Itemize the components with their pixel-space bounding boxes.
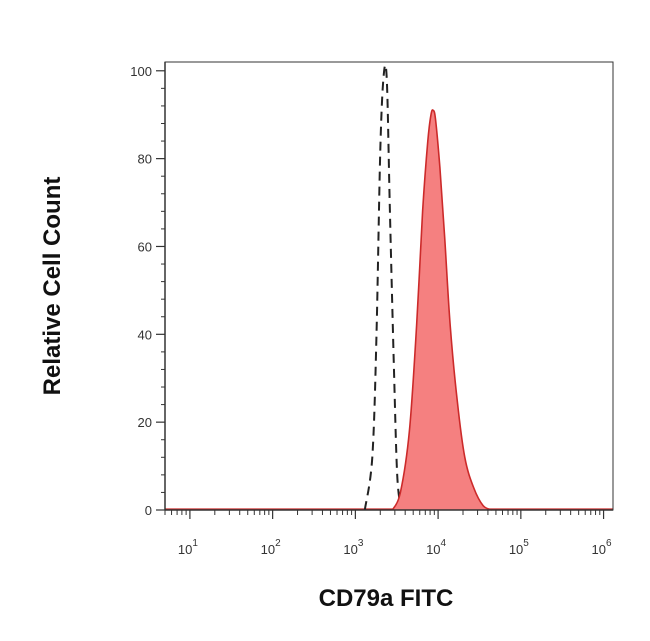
x-tick-exponent: 2 bbox=[275, 538, 281, 549]
x-tick-label: 104 bbox=[426, 538, 446, 557]
x-tick-label: 103 bbox=[343, 538, 363, 557]
x-tick-base: 10 bbox=[261, 542, 275, 557]
x-tick-exponent: 4 bbox=[441, 538, 447, 549]
y-tick-label: 40 bbox=[138, 327, 152, 342]
x-tick-base: 10 bbox=[509, 542, 523, 557]
y-axis-title: Relative Cell Count bbox=[39, 177, 66, 396]
x-tick-label: 105 bbox=[509, 538, 529, 557]
x-tick-base: 10 bbox=[592, 542, 606, 557]
y-tick-label: 80 bbox=[138, 152, 152, 167]
x-axis-title: CD79a FITC bbox=[319, 585, 454, 612]
x-tick-exponent: 6 bbox=[606, 538, 612, 549]
x-tick-label: 101 bbox=[178, 538, 198, 557]
control-histogram-line bbox=[363, 64, 403, 511]
x-tick-label: 106 bbox=[592, 538, 612, 557]
x-tick-exponent: 1 bbox=[192, 538, 198, 549]
y-tick-label: 20 bbox=[138, 415, 152, 430]
y-tick-label: 60 bbox=[138, 239, 152, 254]
series-layer bbox=[165, 64, 613, 511]
y-tick-label: 100 bbox=[130, 64, 152, 79]
x-tick-exponent: 5 bbox=[523, 538, 529, 549]
x-tick-label: 102 bbox=[261, 538, 281, 557]
stained-histogram-line bbox=[391, 109, 493, 511]
x-tick-base: 10 bbox=[426, 542, 440, 557]
stained-histogram-fill bbox=[392, 109, 493, 511]
y-tick-label: 0 bbox=[145, 503, 152, 518]
x-tick-exponent: 3 bbox=[358, 538, 364, 549]
x-tick-base: 10 bbox=[343, 542, 357, 557]
x-tick-base: 10 bbox=[178, 542, 192, 557]
